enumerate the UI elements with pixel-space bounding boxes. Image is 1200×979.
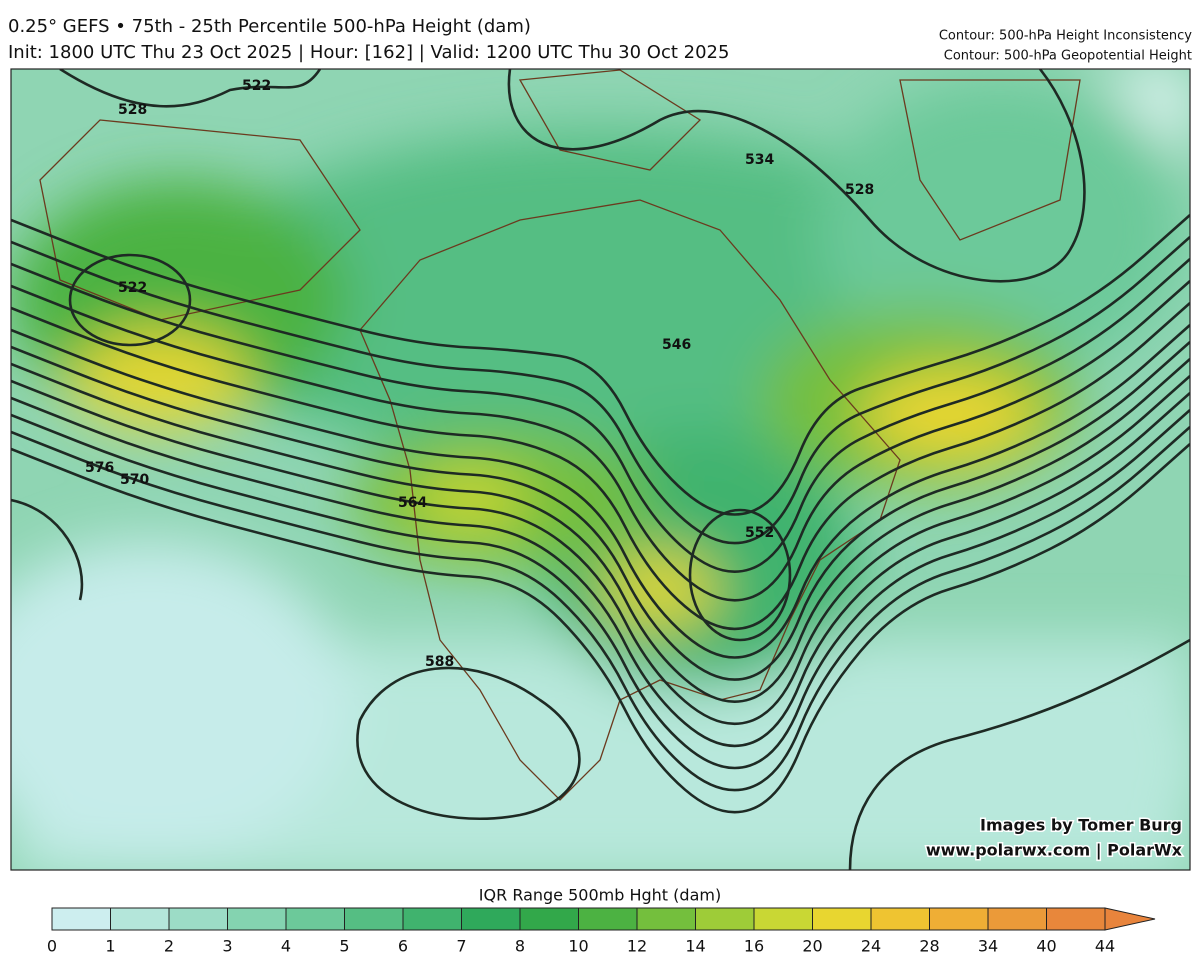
colorbar-segment: [871, 908, 930, 930]
contour-label: 588: [425, 654, 454, 670]
colorbar-tick-label: 4: [281, 937, 291, 956]
contour-label: 522: [118, 280, 147, 296]
contour-line: [11, 358, 1190, 703]
contour-line: [11, 443, 1190, 814]
colorbar-tick-label: 3: [222, 937, 232, 956]
contour-line: [11, 409, 1190, 770]
colorbar-tick-label: 16: [744, 937, 764, 956]
contour-line: [11, 392, 1190, 748]
colorbar-tick-label: 12: [627, 937, 647, 956]
colorbar-segment: [52, 908, 111, 930]
contour-label: 546: [662, 337, 691, 353]
contour-note: Contour: 500-hPa Height Inconsistency: [939, 29, 1192, 44]
colorbar-segment: [1046, 908, 1106, 930]
colorbar-segment: [988, 908, 1047, 930]
colorbar-tick-label: 44: [1095, 937, 1115, 956]
colorbar-segment: [695, 908, 755, 930]
title: 0.25° GEFS • 75th - 25th Percentile 500-…: [8, 16, 531, 37]
colorbar-tick-label: 28: [919, 937, 939, 956]
colorbar-tick-label: 24: [861, 937, 881, 956]
contour-label: 528: [118, 102, 147, 118]
contour-line: [688, 508, 792, 642]
contour-line: [848, 638, 1190, 870]
colorbar-tick-label: 20: [802, 937, 822, 956]
contour-label: 552: [745, 525, 774, 541]
colorbar-tick-label: 34: [978, 937, 998, 956]
contour-label: 570: [120, 472, 149, 488]
colorbar-segment: [578, 908, 638, 930]
credit: Images by Tomer Burg: [980, 816, 1182, 835]
colorbar-tick-label: 1: [105, 937, 115, 956]
colorbar-extension: [1104, 907, 1156, 931]
contour-line: [507, 69, 1086, 283]
contour-label: 576: [85, 460, 114, 476]
contour-label: 522: [242, 78, 271, 94]
map: 522 528 522 534 528 546 552 564 576 570 …: [11, 69, 1190, 870]
contour-line: [11, 214, 1190, 516]
map-frame: [10, 68, 1191, 871]
colorbar-segment: [227, 908, 287, 930]
contour-line: [11, 236, 1190, 545]
colorbar-tick-label: 14: [685, 937, 705, 956]
subtitle: Init: 1800 UTC Thu 23 Oct 2025 | Hour: […: [8, 42, 729, 63]
contour-label: 564: [398, 495, 427, 511]
colorbar-segment: [286, 908, 345, 930]
contour-line: [11, 375, 1190, 726]
contour-line: [68, 253, 192, 347]
colorbar-segment: [929, 908, 989, 930]
contour-line: [59, 69, 322, 108]
colorbar-tick-label: 7: [456, 937, 466, 956]
colorbar-segment: [812, 908, 872, 930]
colorbar-segment: [344, 908, 404, 930]
credit: www.polarwx.com | PolarWx: [926, 841, 1183, 861]
contour-line: [11, 324, 1190, 659]
contour-line: [11, 426, 1190, 792]
colorbar-segment: [754, 908, 813, 930]
contour-line: [11, 280, 1190, 602]
colorbar-segment: [169, 908, 228, 930]
colorbar-tick-label: 8: [515, 937, 525, 956]
contour-line: [11, 302, 1190, 631]
colorbar-tick-label: 5: [339, 937, 349, 956]
colorbar-segment: [520, 908, 579, 930]
colorbar-tick-label: 40: [1036, 937, 1056, 956]
colorbar-segment: [637, 908, 696, 930]
colorbar: 0 1 2 3 4 5 6 7 8 10 12 14 16 20 24 28 34 40 44: [47, 907, 1156, 956]
colorbar-tick-label: 10: [568, 937, 588, 956]
colorbar-segment: [403, 908, 462, 930]
contour-label: 534: [745, 152, 774, 168]
contour-note: Contour: 500-hPa Geopotential Height: [944, 49, 1192, 64]
contours: [11, 69, 1190, 870]
colorbar-tick-label: 6: [398, 937, 408, 956]
contour-line: [356, 666, 581, 821]
contour-line: [11, 498, 84, 601]
coastline: [39, 69, 1081, 801]
contour-label: 528: [845, 182, 874, 198]
shading: [11, 69, 1190, 870]
colorbar-tick-label: 2: [164, 937, 174, 956]
colorbar-segment: [461, 908, 521, 930]
colorbar-tick-label: 0: [47, 937, 57, 956]
colorbar-segment: [110, 908, 170, 930]
contour-line: [11, 341, 1190, 681]
contour-line: [11, 258, 1190, 573]
colorbar-label: IQR Range 500mb Hght (dam): [479, 886, 721, 905]
